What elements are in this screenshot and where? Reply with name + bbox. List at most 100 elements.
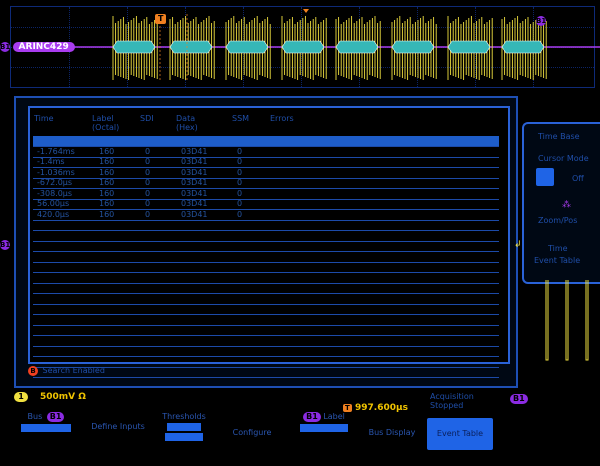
cell-sdi: 0 bbox=[145, 178, 151, 187]
cell-ssm: 0 bbox=[237, 178, 243, 187]
header-errors: Errors bbox=[270, 114, 294, 123]
cell-sdi: 0 bbox=[145, 199, 151, 208]
channel-1-scale: 500mV Ω bbox=[40, 392, 86, 402]
table-row[interactable] bbox=[33, 273, 499, 284]
header-data: Data (Hex) bbox=[176, 114, 198, 132]
bus-label-group: B1 ARINC429 bbox=[0, 42, 75, 53]
table-row[interactable] bbox=[33, 304, 499, 315]
cell-time: 420.0µs bbox=[37, 209, 70, 219]
table-row[interactable] bbox=[33, 252, 499, 263]
softkey-configure[interactable]: Configure bbox=[222, 428, 282, 466]
softkey-define-inputs-label: Define Inputs bbox=[91, 422, 145, 431]
table-row[interactable] bbox=[33, 346, 499, 357]
cell-label: 160 bbox=[99, 209, 115, 219]
table-row[interactable]: -1.764ms 160 0 03D41 0 bbox=[33, 147, 499, 158]
table-header: Time Label (Octal) SDI Data (Hex) SSM Er… bbox=[30, 110, 508, 138]
table-row[interactable] bbox=[33, 136, 499, 147]
overview-right-badge-group: B1 bbox=[536, 16, 546, 26]
cell-data: 03D41 bbox=[181, 157, 208, 166]
cell-time: 56.00µs bbox=[37, 199, 70, 208]
softkey-event-table[interactable]: Event Table bbox=[427, 418, 493, 450]
table-row[interactable] bbox=[33, 220, 499, 231]
table-row[interactable] bbox=[33, 315, 499, 326]
table-row[interactable]: -672.0µs 160 0 03D41 0 bbox=[33, 178, 499, 189]
table-row[interactable] bbox=[33, 294, 499, 305]
cell-time: -1.764ms bbox=[37, 146, 75, 156]
table-row[interactable] bbox=[33, 336, 499, 347]
channel-marker[interactable]: B1 bbox=[0, 240, 10, 250]
table-row[interactable] bbox=[33, 325, 499, 336]
bus-waveform bbox=[68, 9, 600, 80]
trace-fragment bbox=[545, 280, 589, 361]
table-row[interactable] bbox=[33, 241, 499, 252]
cell-data: 03D41 bbox=[181, 209, 208, 219]
trace-arrow-icon: ↲ bbox=[514, 240, 522, 250]
trigger-position-badge: T bbox=[343, 404, 352, 412]
softkey-thresholds-bar-2 bbox=[165, 433, 203, 441]
cell-ssm: 0 bbox=[237, 199, 243, 208]
cell-time: -308.0µs bbox=[37, 188, 73, 198]
status-right-badge: B1 bbox=[510, 394, 528, 404]
softkey-define-inputs[interactable]: Define Inputs bbox=[88, 422, 148, 460]
cell-label: 160 bbox=[99, 199, 115, 208]
softkey-thresholds-label: Thresholds bbox=[162, 412, 206, 421]
softkey-bus[interactable]: Bus B1 bbox=[14, 412, 78, 450]
table-row[interactable] bbox=[33, 283, 499, 294]
cell-data: 03D41 bbox=[181, 167, 208, 177]
table-row[interactable] bbox=[33, 231, 499, 242]
cell-ssm: 0 bbox=[237, 146, 243, 156]
side-line-2[interactable]: Cursor Mode bbox=[538, 154, 589, 163]
side-line-5[interactable]: Event Table bbox=[534, 256, 581, 265]
table-row[interactable] bbox=[33, 367, 499, 378]
bus-packet bbox=[335, 16, 381, 80]
softkey-label-label: Label bbox=[323, 412, 345, 421]
bus-name-label[interactable]: ARINC429 bbox=[12, 42, 75, 52]
side-line-1[interactable]: Time Base bbox=[538, 132, 580, 141]
softkey-bus-display-label: Bus Display bbox=[368, 428, 416, 437]
status-right-badge-wrap: B1 bbox=[510, 394, 528, 404]
channel-1-badge[interactable]: 1 bbox=[14, 392, 28, 402]
bus-packet bbox=[112, 16, 158, 80]
cell-sdi: 0 bbox=[145, 167, 151, 177]
cell-time: -1.4ms bbox=[37, 157, 65, 166]
bus-packet bbox=[447, 16, 493, 80]
cell-data: 03D41 bbox=[181, 199, 208, 208]
header-ssm: SSM bbox=[232, 114, 250, 123]
cell-ssm: 0 bbox=[237, 157, 243, 166]
acquisition-status: Acquisition Stopped bbox=[430, 392, 474, 410]
side-line-4: Time bbox=[548, 244, 568, 253]
table-row[interactable]: -1.036ms 160 0 03D41 0 bbox=[33, 168, 499, 179]
table-row[interactable] bbox=[33, 357, 499, 368]
bus-packet bbox=[225, 16, 271, 80]
cell-ssm: 0 bbox=[237, 167, 243, 177]
table-row[interactable]: -1.4ms 160 0 03D41 0 bbox=[33, 157, 499, 168]
table-row[interactable] bbox=[33, 262, 499, 273]
cell-sdi: 0 bbox=[145, 209, 151, 219]
channel-marker-badge: B1 bbox=[0, 240, 11, 250]
softkey-bus-label: Bus bbox=[27, 412, 43, 421]
toggle-button[interactable] bbox=[536, 168, 554, 186]
side-line-3[interactable]: Zoom/Pos bbox=[538, 216, 578, 225]
softkey-label[interactable]: B1 Label bbox=[296, 412, 352, 450]
table-row[interactable]: 420.0µs 160 0 03D41 0 bbox=[33, 210, 499, 221]
toggle-label: Off bbox=[572, 174, 584, 183]
table-footer: B Search Enabled bbox=[28, 366, 105, 376]
trigger-marker[interactable]: T bbox=[155, 14, 167, 24]
softkey-thresholds-bar-1 bbox=[167, 423, 201, 431]
cell-data: 03D41 bbox=[181, 178, 208, 187]
cell-sdi: 0 bbox=[145, 188, 151, 198]
cell-label: 160 bbox=[99, 178, 115, 187]
table-row[interactable]: -308.0µs 160 0 03D41 0 bbox=[33, 189, 499, 200]
softkey-thresholds[interactable]: Thresholds bbox=[160, 412, 208, 450]
cell-data: 03D41 bbox=[181, 188, 208, 198]
softkey-label-value-bar bbox=[300, 424, 348, 432]
softkey-bus-display[interactable]: Bus Display bbox=[362, 428, 422, 466]
bus-packet bbox=[391, 16, 437, 80]
search-badge: B bbox=[28, 366, 38, 376]
table-row[interactable]: 56.00µs 160 0 03D41 0 bbox=[33, 199, 499, 210]
status-row: 1 500mV Ω T 997.600µs Acquisition Stoppe… bbox=[0, 392, 600, 413]
softkey-configure-label: Configure bbox=[232, 428, 272, 437]
softkey-label-badge: B1 bbox=[303, 412, 321, 422]
softkey-bus-value-bar bbox=[21, 424, 71, 432]
softkey-event-table-label: Event Table bbox=[436, 429, 484, 438]
